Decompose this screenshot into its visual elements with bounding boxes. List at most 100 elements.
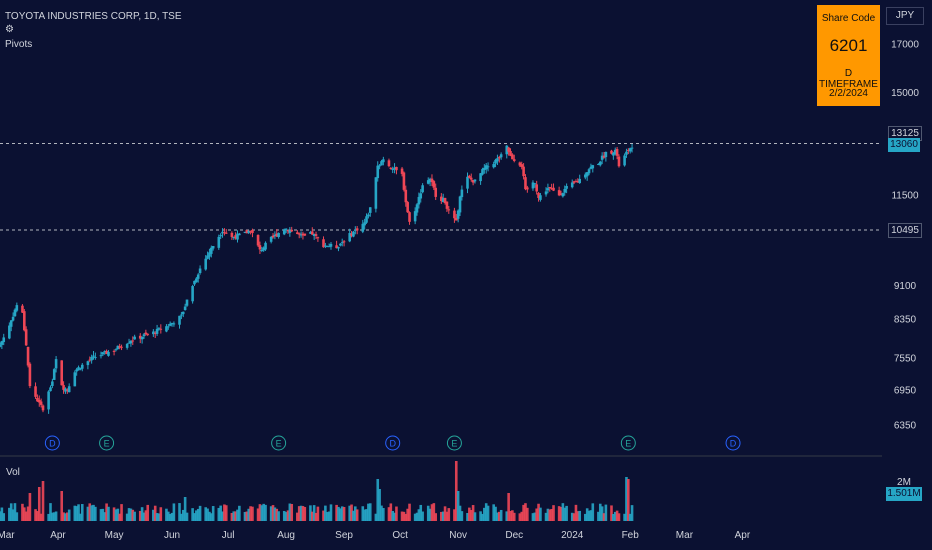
earnings-marker[interactable]: E [446, 435, 462, 451]
candle [273, 231, 277, 240]
candle [219, 233, 222, 240]
candle [41, 404, 45, 413]
volume-bar [277, 511, 280, 521]
axis-ticks: 6350 6950 7550 8350 9100 11500 15000 17000 [891, 39, 919, 431]
earnings-marker[interactable]: E [99, 435, 115, 451]
candle [408, 211, 411, 225]
settings-icon[interactable]: ⚙ [5, 24, 14, 35]
volume-bar [548, 509, 552, 521]
time-axis[interactable]: Mar Apr May Jun Jul Aug Sep Oct Nov Dec 2024 Feb Mar… [0, 530, 751, 541]
candle [387, 158, 391, 168]
volume-bar [589, 510, 593, 521]
volume-bar [155, 513, 159, 521]
candle [471, 179, 475, 186]
candle [617, 154, 621, 168]
candle [172, 321, 176, 327]
candle [79, 367, 82, 371]
candle [483, 164, 486, 174]
candle [264, 241, 267, 251]
volume-bar [170, 512, 174, 521]
volume-bar [219, 505, 222, 521]
candle [170, 322, 174, 327]
candle [127, 338, 131, 344]
candle [260, 246, 264, 253]
volume-bar [623, 513, 626, 521]
volume-bar [286, 510, 290, 521]
dividend-marker[interactable]: D [385, 435, 401, 451]
candle [144, 329, 148, 336]
dividend-marker[interactable]: D [44, 435, 60, 451]
y-tick-label: 7550 [894, 353, 917, 364]
candle [181, 311, 185, 318]
candle [559, 190, 563, 196]
candle [11, 312, 15, 322]
volume-bar [11, 509, 15, 521]
candle [90, 354, 93, 364]
candle [258, 241, 262, 255]
volume-bar [484, 503, 488, 521]
volume-bar [576, 511, 580, 521]
candle [380, 159, 383, 166]
candle [526, 185, 529, 193]
candle [211, 246, 215, 251]
candle [518, 161, 522, 167]
pivots-label[interactable]: Pivots [5, 39, 33, 50]
volume-bar [497, 511, 501, 521]
chart-title[interactable]: TOYOTA INDUSTRIES CORP, 1D, TSE [5, 11, 182, 22]
candle [251, 228, 254, 238]
volume-bar [264, 504, 267, 521]
volume-bar [578, 510, 581, 521]
candle [210, 245, 213, 258]
volume-bar [604, 504, 608, 521]
candle [168, 321, 172, 327]
candle [299, 231, 303, 238]
candle [539, 193, 542, 202]
volume-bar [585, 508, 589, 521]
y-tick-label: 15000 [891, 88, 919, 99]
volume-bar [118, 513, 121, 521]
candle [507, 146, 510, 156]
share-code-box: Share Code 6201 D TIMEFRAME 2/2/2024 [817, 5, 880, 106]
volume-bar [531, 513, 535, 521]
pivot-lines [0, 143, 882, 231]
currency-button[interactable]: JPY [886, 7, 924, 25]
candle [28, 362, 32, 389]
candle [350, 230, 353, 238]
candle [157, 327, 161, 331]
candle [118, 343, 121, 350]
volume-bar [363, 509, 366, 521]
volume-bar [466, 512, 469, 521]
candle [105, 349, 108, 355]
volume-bar [415, 512, 419, 521]
volume-bar [120, 504, 123, 521]
candle [612, 151, 615, 160]
candle [60, 360, 64, 386]
dividend-marker[interactable]: D [725, 435, 741, 451]
candle [245, 229, 249, 234]
candle [354, 226, 357, 235]
candle [296, 230, 299, 235]
volume-bar [361, 506, 365, 521]
candle [531, 180, 535, 191]
svg-text:D: D [389, 439, 396, 449]
candle [21, 304, 24, 314]
volume-bar [432, 503, 436, 521]
y-tick-label: 9100 [894, 281, 917, 292]
candle [107, 350, 110, 357]
candle [34, 382, 37, 399]
volume-bar [103, 512, 107, 521]
earnings-marker[interactable]: E [271, 435, 287, 451]
volume-bar [505, 511, 509, 521]
volume-bar [350, 504, 353, 521]
candle [460, 185, 464, 201]
candle [578, 174, 581, 184]
volume-bar [520, 511, 524, 521]
svg-text:D: D [730, 439, 737, 449]
earnings-marker[interactable]: E [620, 435, 636, 451]
candle [271, 233, 275, 239]
volume-bar [243, 511, 247, 521]
candle [391, 166, 394, 174]
volume-bar [367, 503, 370, 521]
